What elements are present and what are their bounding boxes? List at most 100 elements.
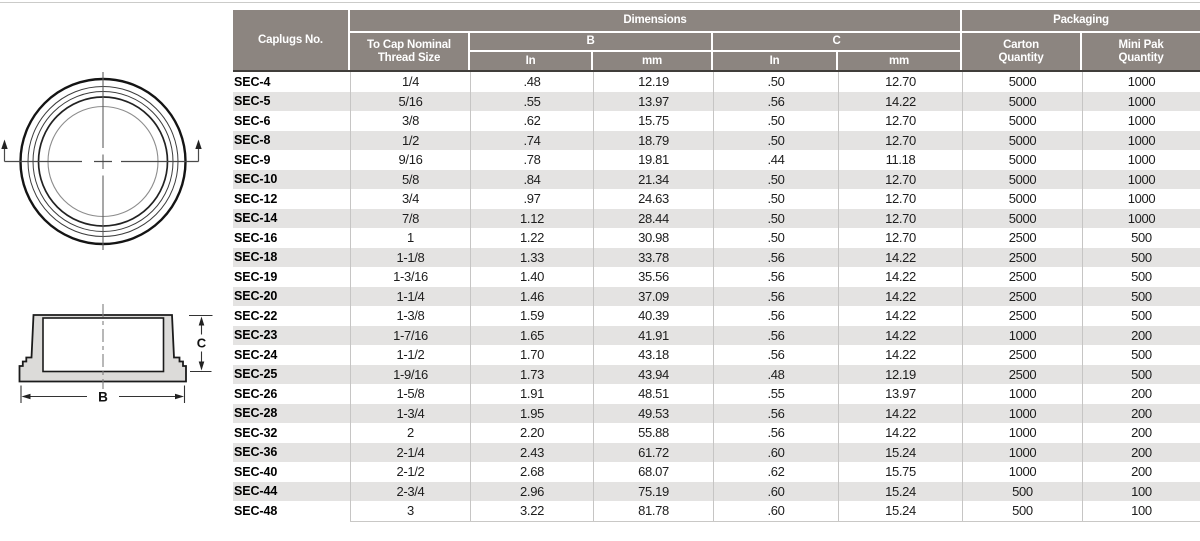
table-cell: 2.20 — [470, 423, 593, 443]
header-mini-pak-qty-label: Mini Pak Quantity — [1118, 38, 1164, 64]
header-dim-c-label: C — [832, 35, 841, 48]
table-cell: 35.56 — [593, 267, 713, 287]
table-cell: 12.19 — [838, 364, 962, 384]
header-caplugs-no-label: Caplugs No. — [258, 33, 323, 46]
caplugs-no-cell: SEC-32 — [234, 425, 278, 440]
caplugs-no-cell: SEC-40 — [234, 464, 278, 479]
table-cell: 1.22 — [470, 228, 593, 248]
caplugs-no-cell: SEC-4 — [234, 74, 271, 89]
header-packaging-label: Packaging — [1053, 14, 1109, 27]
table-row: SEC-6 3/8.62 15.75.50 12.70 5000 1000 — [233, 111, 1200, 131]
table-cell: 2500 — [962, 364, 1082, 384]
caplugs-no-cell: SEC-5 — [234, 94, 271, 109]
table-cell: 1.40 — [470, 267, 593, 287]
table-cell: 100 — [1082, 501, 1200, 521]
table-row: SEC-4 1/4.48 12.19.50 12.70 5000 1000 — [233, 72, 1200, 92]
table-row: SEC-32 2 2.20 55.88.56 14.22 1000 200 — [233, 423, 1200, 443]
table-cell: 5000 — [962, 72, 1082, 92]
table-cell: 2500 — [962, 267, 1082, 287]
caplugs-no-cell: SEC-26 — [234, 386, 278, 401]
cap-top-view-drawing — [1, 72, 202, 250]
caplugs-no-cell: SEC-10 — [234, 172, 278, 187]
table-row: SEC-40 2-1/2 2.68 68.07.62 15.75 1000 200 — [233, 462, 1200, 482]
caplugs-no-cell: SEC-25 — [234, 367, 278, 382]
table-cell: 500 — [1082, 345, 1200, 365]
table-cell: .97 — [470, 189, 593, 209]
table-cell: 48.51 — [593, 384, 713, 404]
header-c-mm-label: mm — [888, 54, 910, 67]
table-row: SEC-25 1-9/16 1.73 43.94.48 12.19 2500 500 — [233, 364, 1200, 384]
table-cell: 500 — [1082, 286, 1200, 306]
table-cell: 1000 — [1082, 91, 1200, 111]
table-row: SEC-20 1-1/4 1.46 37.09.56 14.22 2500 500 — [233, 286, 1200, 306]
caplugs-no-cell: SEC-9 — [234, 152, 271, 167]
header-b-in-label: In — [525, 54, 536, 67]
table-row: SEC-19 1-3/16 1.40 35.56.56 14.22 2500 500 — [233, 267, 1200, 287]
table-cell: 14.22 — [838, 267, 962, 287]
table-cell: 33.78 — [593, 247, 713, 267]
table-cell: 2.68 — [470, 462, 593, 482]
table-cell: 2.96 — [470, 481, 593, 501]
table-cell: 15.24 — [838, 481, 962, 501]
table-cell: 5000 — [962, 150, 1082, 170]
table-cell: .50 — [713, 228, 838, 248]
table-row: SEC-28 1-3/4 1.95 49.53.56 14.22 1000 200 — [233, 403, 1200, 423]
table-cell: 200 — [1082, 403, 1200, 423]
dim-c-arrow-down-icon — [198, 361, 205, 371]
table-cell: 1.70 — [470, 345, 593, 365]
table-row: SEC-14 7/8 1.12 28.44.50 12.70 5000 1000 — [233, 208, 1200, 228]
table-cell: 1000 — [962, 384, 1082, 404]
table-cell: .50 — [713, 189, 838, 209]
table-cell: 1000 — [962, 325, 1082, 345]
table-row: SEC-23 1-7/16 1.65 41.91.56 14.22 1000 200 — [233, 325, 1200, 345]
table-cell: 500 — [1082, 267, 1200, 287]
table-cell: 14.22 — [838, 423, 962, 443]
section-cut-line — [3, 147, 200, 163]
caplugs-no-cell: SEC-48 — [234, 503, 278, 518]
table-cell: 15.24 — [838, 501, 962, 521]
header-dim-b: B — [470, 33, 711, 50]
table-cell: 1000 — [1082, 72, 1200, 92]
header-carton-qty: Carton Quantity — [962, 33, 1080, 70]
table-cell: .60 — [713, 501, 838, 521]
table-cell: 1000 — [1082, 130, 1200, 150]
caplugs-no-cell: SEC-23 — [234, 328, 278, 343]
table-cell: 15.75 — [593, 111, 713, 131]
caplugs-no-cell: SEC-44 — [234, 484, 278, 499]
dim-c-extension-lines — [189, 314, 213, 373]
table-cell: 5000 — [962, 111, 1082, 131]
table-cell: 2-3/4 — [350, 481, 470, 501]
table-cell: 13.97 — [838, 384, 962, 404]
table-cell: .56 — [713, 286, 838, 306]
table-cell: 14.22 — [838, 286, 962, 306]
table-cell: .50 — [713, 111, 838, 131]
section-arrow-left-icon — [1, 139, 8, 149]
caplugs-no-cell: SEC-6 — [234, 113, 271, 128]
table-cell: 1-1/8 — [350, 247, 470, 267]
table-cell: 500 — [1082, 228, 1200, 248]
table-cell: 43.94 — [593, 364, 713, 384]
table-cell: .48 — [713, 364, 838, 384]
header-dimensions: Dimensions — [350, 10, 960, 31]
table-cell: 55.88 — [593, 423, 713, 443]
table-cell: 5000 — [962, 208, 1082, 228]
table-cell: 200 — [1082, 325, 1200, 345]
table-cell: .56 — [713, 403, 838, 423]
table-cell: 30.98 — [593, 228, 713, 248]
table-cell: 11.18 — [838, 150, 962, 170]
table-row: SEC-18 1-1/8 1.33 33.78.56 14.22 2500 500 — [233, 247, 1200, 267]
table-cell: 1/4 — [350, 72, 470, 92]
table-cell: .44 — [713, 150, 838, 170]
table-cell: 2500 — [962, 247, 1082, 267]
header-mini-pak-qty: Mini Pak Quantity — [1082, 33, 1200, 70]
table-cell: .55 — [470, 91, 593, 111]
table-cell: 500 — [1082, 306, 1200, 326]
table-cell: 1000 — [1082, 169, 1200, 189]
table-cell: 14.22 — [838, 403, 962, 423]
table-cell: 49.53 — [593, 403, 713, 423]
table-cell: 81.78 — [593, 501, 713, 521]
header-c-mm: mm — [838, 52, 960, 70]
table-cell: 2500 — [962, 345, 1082, 365]
table-cell: 12.70 — [838, 228, 962, 248]
